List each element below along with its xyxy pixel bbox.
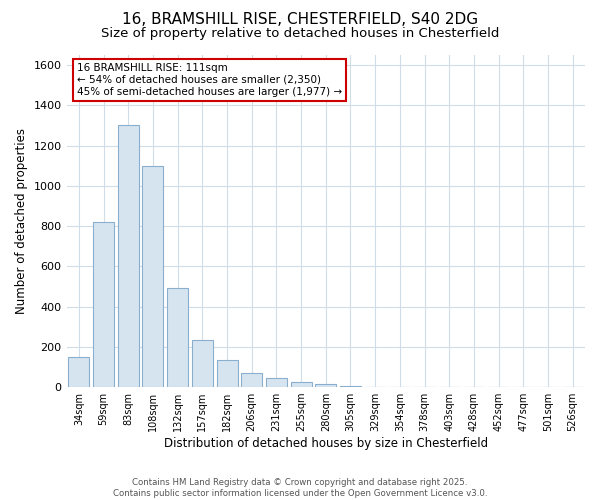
Text: 16 BRAMSHILL RISE: 111sqm
← 54% of detached houses are smaller (2,350)
45% of se: 16 BRAMSHILL RISE: 111sqm ← 54% of detac…: [77, 64, 342, 96]
Bar: [340, 386, 361, 387]
Text: Contains HM Land Registry data © Crown copyright and database right 2025.
Contai: Contains HM Land Registry data © Crown c…: [113, 478, 487, 498]
Bar: [192, 340, 213, 387]
Bar: [93, 222, 114, 387]
Bar: [142, 166, 163, 387]
Text: Size of property relative to detached houses in Chesterfield: Size of property relative to detached ho…: [101, 28, 499, 40]
Y-axis label: Number of detached properties: Number of detached properties: [15, 128, 28, 314]
Bar: [315, 384, 336, 387]
Text: 16, BRAMSHILL RISE, CHESTERFIELD, S40 2DG: 16, BRAMSHILL RISE, CHESTERFIELD, S40 2D…: [122, 12, 478, 28]
Bar: [241, 373, 262, 387]
X-axis label: Distribution of detached houses by size in Chesterfield: Distribution of detached houses by size …: [164, 437, 488, 450]
Bar: [217, 360, 238, 387]
Bar: [118, 126, 139, 387]
Bar: [68, 357, 89, 387]
Bar: [290, 382, 311, 387]
Bar: [167, 288, 188, 387]
Bar: [266, 378, 287, 387]
